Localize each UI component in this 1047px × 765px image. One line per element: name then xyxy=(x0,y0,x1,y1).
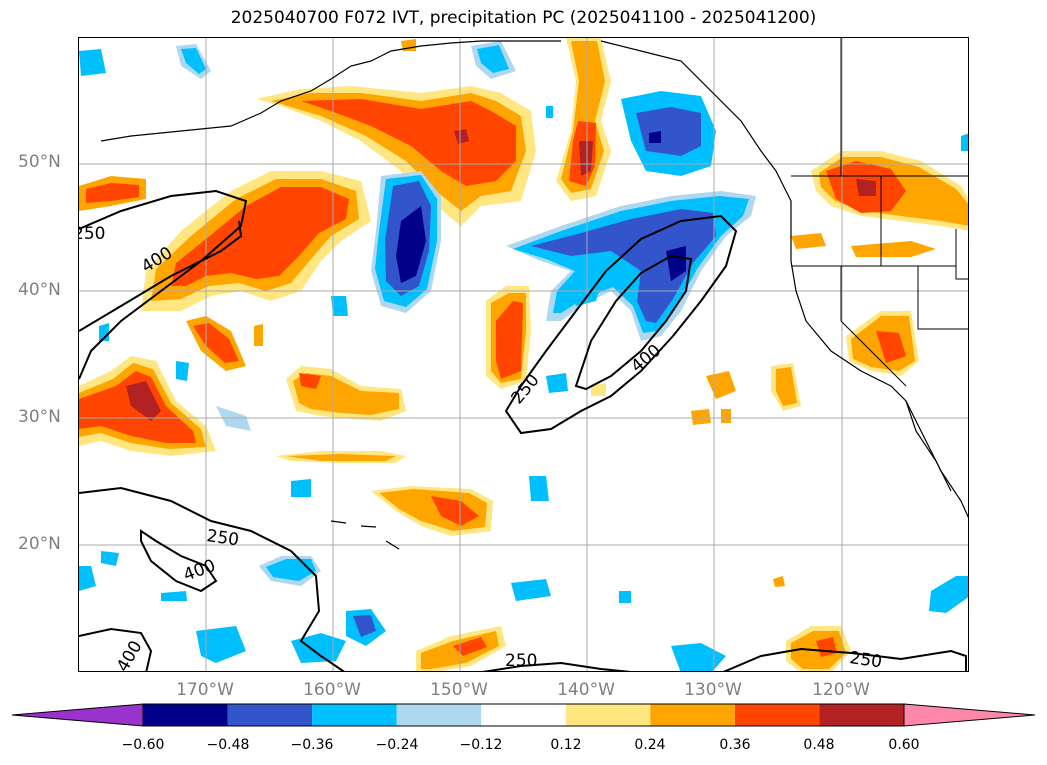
colorbar-segment xyxy=(565,704,651,726)
anomaly-blob xyxy=(961,133,968,151)
anomaly-blob xyxy=(79,49,106,76)
colorbar-segment xyxy=(312,704,397,726)
anomaly-blob xyxy=(546,373,568,393)
colorbar-tick: −0.24 xyxy=(375,737,419,753)
anomaly-blob xyxy=(431,496,479,526)
anomaly-blob xyxy=(299,373,321,389)
colorbar-segment xyxy=(143,704,228,726)
map-title: 2025040700 F072 IVT, precipitation PC (2… xyxy=(230,8,817,28)
contour-label: 400 xyxy=(113,637,147,672)
anomaly-blob xyxy=(79,566,96,591)
colorbar-segment xyxy=(650,704,735,726)
lon-label-160w: 160°W xyxy=(303,680,361,700)
colorbar-tick: 0.60 xyxy=(888,737,920,753)
lat-label-20n: 20°N xyxy=(18,534,61,554)
contour-label: 250 xyxy=(505,651,537,671)
anomaly-blob xyxy=(529,476,549,501)
lon-label-130w: 130°W xyxy=(684,680,742,700)
colorbar-segments xyxy=(11,703,1036,727)
anomaly-blob xyxy=(254,324,263,346)
anomaly-blob xyxy=(496,301,523,379)
anomaly-blob xyxy=(773,576,785,587)
anomaly-blob xyxy=(791,233,826,249)
lon-label-170w: 170°W xyxy=(176,680,234,700)
colorbar-tick: 0.24 xyxy=(634,737,666,753)
anomaly-blob xyxy=(636,107,701,156)
colorbar-tick: −0.12 xyxy=(459,737,503,753)
colorbar-tick: 0.12 xyxy=(550,737,582,753)
anomaly-blob xyxy=(396,206,426,283)
colorbar-segment xyxy=(819,704,904,726)
anomaly-blob xyxy=(193,323,239,363)
anomaly-blob xyxy=(649,131,661,143)
lat-label-30n: 30°N xyxy=(18,407,61,427)
anomaly-blob xyxy=(619,591,631,603)
colorbar-segment xyxy=(396,704,482,726)
colorbar xyxy=(11,703,1036,727)
borders xyxy=(791,38,968,387)
contour-label: 400 xyxy=(627,341,665,377)
anomaly-blob xyxy=(671,643,726,671)
anomaly-blob xyxy=(856,179,876,196)
colorbar-tick: −0.48 xyxy=(206,737,250,753)
anomaly-blob xyxy=(291,479,311,497)
contour-label: 400 xyxy=(181,556,218,586)
anomaly-blob xyxy=(531,209,716,323)
lat-label-40n: 40°N xyxy=(18,280,61,300)
colorbar-segment xyxy=(227,704,313,726)
ivt-contours xyxy=(79,189,967,671)
anomaly-blob xyxy=(876,331,906,363)
lon-label-120w: 120°W xyxy=(812,680,870,700)
anomaly-blob xyxy=(579,141,593,176)
anomaly-blob xyxy=(101,551,119,566)
map-canvas: 250 400 250 400 250 400 250 400 250 xyxy=(79,38,968,672)
anomaly-blob xyxy=(929,576,968,613)
colorbar-outline xyxy=(142,703,905,727)
anomaly-blob xyxy=(453,637,487,656)
anomaly-blob xyxy=(721,409,731,423)
anomaly-blob xyxy=(286,454,396,461)
anomaly-blob xyxy=(353,615,376,637)
anomaly-blob xyxy=(293,373,399,415)
colorbar-tick: −0.36 xyxy=(290,737,334,753)
anomaly-blob xyxy=(477,45,509,73)
contour-label: 250 xyxy=(848,648,883,672)
anomaly-blob xyxy=(291,633,346,663)
anomaly-blob xyxy=(126,381,161,421)
anomaly-blob xyxy=(546,106,553,118)
coastlines xyxy=(100,40,968,550)
anomaly-blob xyxy=(171,187,349,286)
colorbar-segment xyxy=(481,704,566,726)
anomaly-blob xyxy=(851,241,936,257)
anomaly-blob xyxy=(196,626,246,663)
anomaly-blob xyxy=(511,579,551,601)
anomaly-blob xyxy=(776,367,797,406)
lon-label-150w: 150°W xyxy=(430,680,488,700)
negative-anomaly-regions xyxy=(79,41,968,671)
colorbar-extend-max xyxy=(903,703,1036,727)
anomaly-blob xyxy=(181,48,206,74)
anomaly-blob xyxy=(176,361,189,381)
anomaly-blob xyxy=(691,409,711,425)
positive-anomaly-regions xyxy=(79,38,968,671)
anomaly-blob xyxy=(161,591,187,601)
colorbar-segment xyxy=(734,704,820,726)
colorbar-tick: 0.36 xyxy=(719,737,751,753)
colorbar-tick: −0.60 xyxy=(121,737,165,753)
lat-label-50n: 50°N xyxy=(18,152,61,172)
colorbar-extend-min xyxy=(11,703,144,727)
lon-label-140w: 140°W xyxy=(557,680,615,700)
anomaly-blob xyxy=(454,129,469,144)
anomaly-blob xyxy=(591,383,606,396)
anomaly-blob xyxy=(706,371,736,399)
anomaly-blob xyxy=(86,183,139,203)
contour-label: 250 xyxy=(79,224,105,244)
anomaly-blob xyxy=(331,296,348,316)
colorbar-tick: 0.48 xyxy=(803,737,835,753)
contour-label: 250 xyxy=(205,526,240,550)
map-panel: 250 400 250 400 250 400 250 400 250 xyxy=(78,37,969,672)
anomaly-blob xyxy=(666,246,686,281)
